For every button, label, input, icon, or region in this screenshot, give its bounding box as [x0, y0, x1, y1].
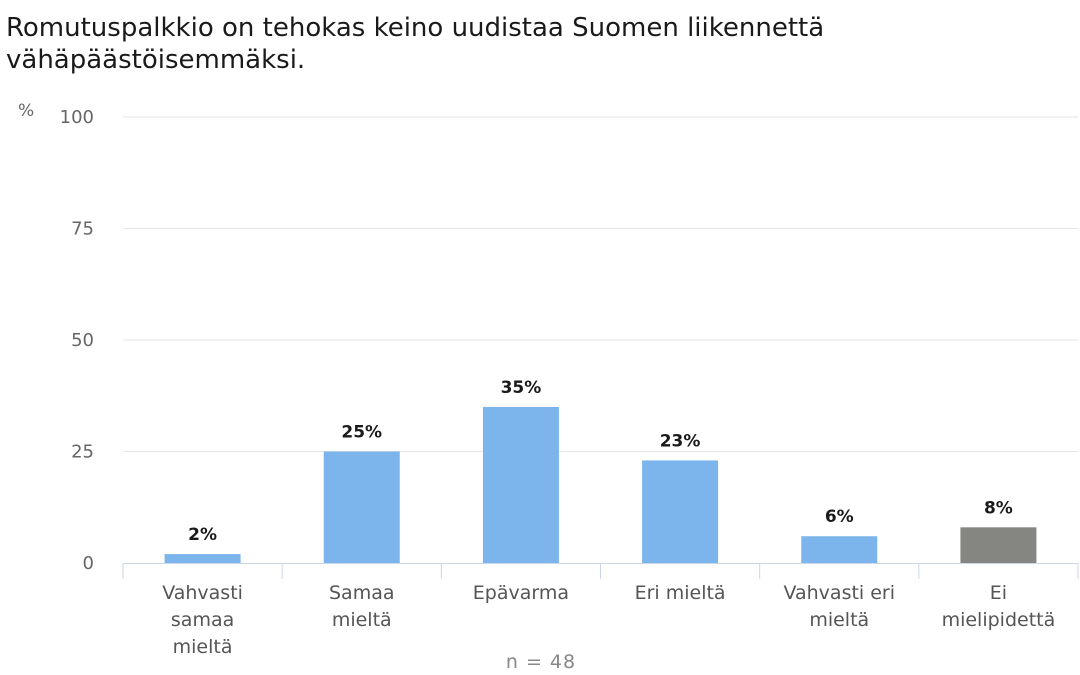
- x-category-label: Samaa mieltä: [329, 582, 395, 631]
- bar: [164, 554, 241, 563]
- y-tick-label: 25: [71, 442, 94, 463]
- y-tick-label: 50: [71, 330, 94, 351]
- y-tick-label: 0: [83, 553, 94, 574]
- data-label: 25%: [341, 423, 382, 443]
- data-label: 35%: [501, 378, 542, 398]
- bar: [960, 527, 1037, 563]
- data-label: 8%: [984, 498, 1013, 518]
- y-tick-label: 75: [71, 219, 94, 240]
- x-category-label: Vahvasti eri mieltä: [783, 582, 895, 631]
- data-label: 23%: [660, 431, 701, 451]
- bars: [164, 406, 1037, 563]
- data-labels: 2% 25% 35% 23% 6% 8%: [188, 378, 1013, 545]
- gridlines: [123, 116, 1078, 452]
- data-label: 6%: [825, 507, 854, 527]
- x-axis: Vahvasti samaa mieltä Samaa mieltä Epävarma Er…: [122, 563, 1079, 658]
- x-category-label: Eri mieltä: [635, 582, 726, 604]
- x-category-label: Ei mielipidettä: [942, 582, 1056, 631]
- bar: [642, 460, 719, 563]
- bar: [323, 451, 400, 563]
- bar: [801, 536, 878, 563]
- x-category-label: Epävarma: [473, 582, 569, 604]
- sample-size-note: n = 48: [506, 651, 576, 673]
- y-axis-unit-label: %: [18, 101, 34, 121]
- chart-title: Romutuspalkkio on tehokas keino uudistaa…: [6, 13, 825, 75]
- data-label: 2%: [188, 525, 217, 545]
- y-axis: 0 25 50 75 100: [60, 107, 94, 574]
- x-category-label: Vahvasti samaa mieltä: [162, 582, 243, 658]
- bar: [482, 406, 559, 563]
- y-tick-label: 100: [60, 107, 94, 128]
